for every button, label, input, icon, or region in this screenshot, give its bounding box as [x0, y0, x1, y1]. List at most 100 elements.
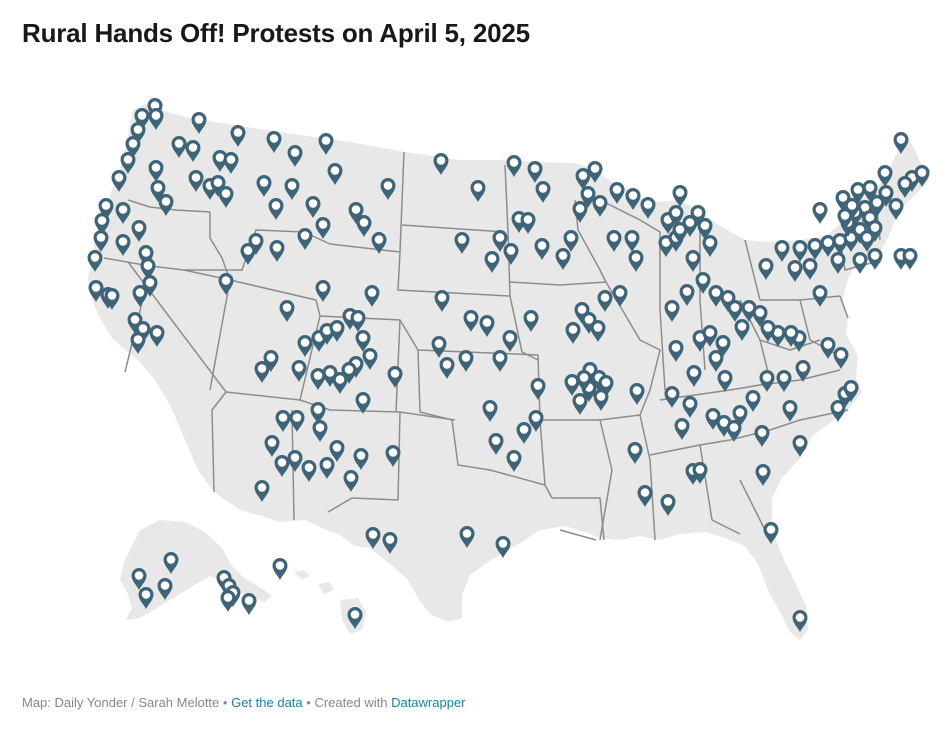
map-pin-icon[interactable]	[148, 108, 164, 130]
map-pin-icon[interactable]	[580, 186, 596, 208]
map-pin-icon[interactable]	[220, 590, 236, 612]
map-pin-icon[interactable]	[134, 108, 150, 130]
map-pin-icon[interactable]	[674, 418, 690, 440]
map-pin-icon[interactable]	[878, 185, 894, 207]
map-pin-icon[interactable]	[668, 205, 684, 227]
map-pin-icon[interactable]	[289, 410, 305, 432]
map-pin-icon[interactable]	[495, 536, 511, 558]
map-pin-icon[interactable]	[356, 215, 372, 237]
map-pin-icon[interactable]	[87, 250, 103, 272]
map-pin-icon[interactable]	[609, 182, 625, 204]
map-pin-icon[interactable]	[835, 190, 851, 212]
map-pin-icon[interactable]	[248, 233, 264, 255]
map-pin-icon[interactable]	[264, 435, 280, 457]
map-pin-icon[interactable]	[355, 392, 371, 414]
map-pin-icon[interactable]	[315, 280, 331, 302]
map-pin-icon[interactable]	[850, 182, 866, 204]
map-pin-icon[interactable]	[312, 420, 328, 442]
map-pin-icon[interactable]	[385, 445, 401, 467]
map-pin-icon[interactable]	[353, 448, 369, 470]
map-pin-icon[interactable]	[754, 425, 770, 447]
map-pin-icon[interactable]	[708, 285, 724, 307]
map-pin-icon[interactable]	[792, 610, 808, 632]
map-pin-icon[interactable]	[272, 558, 288, 580]
map-pin-icon[interactable]	[727, 300, 743, 322]
map-pin-icon[interactable]	[563, 230, 579, 252]
map-pin-icon[interactable]	[371, 232, 387, 254]
map-pin-icon[interactable]	[130, 332, 146, 354]
map-pin-icon[interactable]	[94, 213, 110, 235]
map-pin-icon[interactable]	[627, 442, 643, 464]
map-pin-icon[interactable]	[210, 175, 226, 197]
map-pin-icon[interactable]	[877, 165, 893, 187]
map-pin-icon[interactable]	[867, 220, 883, 242]
map-pin-icon[interactable]	[171, 136, 187, 158]
map-pin-icon[interactable]	[88, 280, 104, 302]
map-pin-icon[interactable]	[322, 365, 338, 387]
map-pin-icon[interactable]	[439, 357, 455, 379]
map-pin-icon[interactable]	[726, 420, 742, 442]
map-pin-icon[interactable]	[341, 362, 357, 384]
map-pin-icon[interactable]	[287, 145, 303, 167]
map-pin-icon[interactable]	[902, 248, 918, 270]
map-pin-icon[interactable]	[158, 194, 174, 216]
map-pin-icon[interactable]	[555, 248, 571, 270]
map-pin-icon[interactable]	[520, 212, 536, 234]
map-pin-icon[interactable]	[820, 337, 836, 359]
map-pin-icon[interactable]	[637, 485, 653, 507]
map-pin-icon[interactable]	[150, 180, 166, 202]
map-pin-icon[interactable]	[862, 180, 878, 202]
map-pin-icon[interactable]	[527, 161, 543, 183]
map-pin-icon[interactable]	[523, 310, 539, 332]
get-data-link[interactable]: Get the data	[231, 695, 303, 710]
map-pin-icon[interactable]	[310, 402, 326, 424]
map-pin-icon[interactable]	[382, 532, 398, 554]
map-pin-icon[interactable]	[672, 222, 688, 244]
map-pin-icon[interactable]	[365, 527, 381, 549]
map-pin-icon[interactable]	[564, 374, 580, 396]
map-pin-icon[interactable]	[470, 180, 486, 202]
map-pin-icon[interactable]	[734, 319, 750, 341]
map-pin-icon[interactable]	[572, 201, 588, 223]
map-pin-icon[interactable]	[433, 153, 449, 175]
map-pin-icon[interactable]	[348, 202, 364, 224]
map-pin-icon[interactable]	[138, 245, 154, 267]
map-pin-icon[interactable]	[492, 350, 508, 372]
map-pin-icon[interactable]	[355, 330, 371, 352]
map-pin-icon[interactable]	[565, 322, 581, 344]
map-pin-icon[interactable]	[752, 305, 768, 327]
map-pin-icon[interactable]	[111, 170, 127, 192]
map-pin-icon[interactable]	[380, 178, 396, 200]
map-pin-icon[interactable]	[329, 440, 345, 462]
map-pin-icon[interactable]	[287, 450, 303, 472]
map-pin-icon[interactable]	[590, 320, 606, 342]
map-pin-icon[interactable]	[479, 315, 495, 337]
map-pin-icon[interactable]	[572, 393, 588, 415]
map-pin-icon[interactable]	[844, 198, 860, 220]
map-pin-icon[interactable]	[301, 460, 317, 482]
map-pin-icon[interactable]	[587, 161, 603, 183]
map-pin-icon[interactable]	[212, 150, 228, 172]
map-pin-icon[interactable]	[782, 400, 798, 422]
map-pin-icon[interactable]	[516, 422, 532, 444]
map-pin-icon[interactable]	[862, 210, 878, 232]
map-pin-icon[interactable]	[506, 155, 522, 177]
map-pin-icon[interactable]	[682, 396, 698, 418]
map-pin-icon[interactable]	[185, 140, 201, 162]
map-pin-icon[interactable]	[859, 230, 875, 252]
map-pin-icon[interactable]	[135, 321, 151, 343]
map-pin-icon[interactable]	[760, 320, 776, 342]
map-pin-icon[interactable]	[343, 470, 359, 492]
map-pin-icon[interactable]	[459, 526, 475, 548]
map-pin-icon[interactable]	[695, 272, 711, 294]
map-pin-icon[interactable]	[431, 336, 447, 358]
map-pin-icon[interactable]	[593, 389, 609, 411]
map-pin-icon[interactable]	[98, 198, 114, 220]
map-pin-icon[interactable]	[364, 285, 380, 307]
map-pin-icon[interactable]	[787, 260, 803, 282]
map-pin-icon[interactable]	[149, 325, 165, 347]
map-pin-icon[interactable]	[914, 165, 930, 187]
map-pin-icon[interactable]	[131, 568, 147, 590]
map-pin-icon[interactable]	[820, 235, 836, 257]
map-pin-icon[interactable]	[745, 390, 761, 412]
